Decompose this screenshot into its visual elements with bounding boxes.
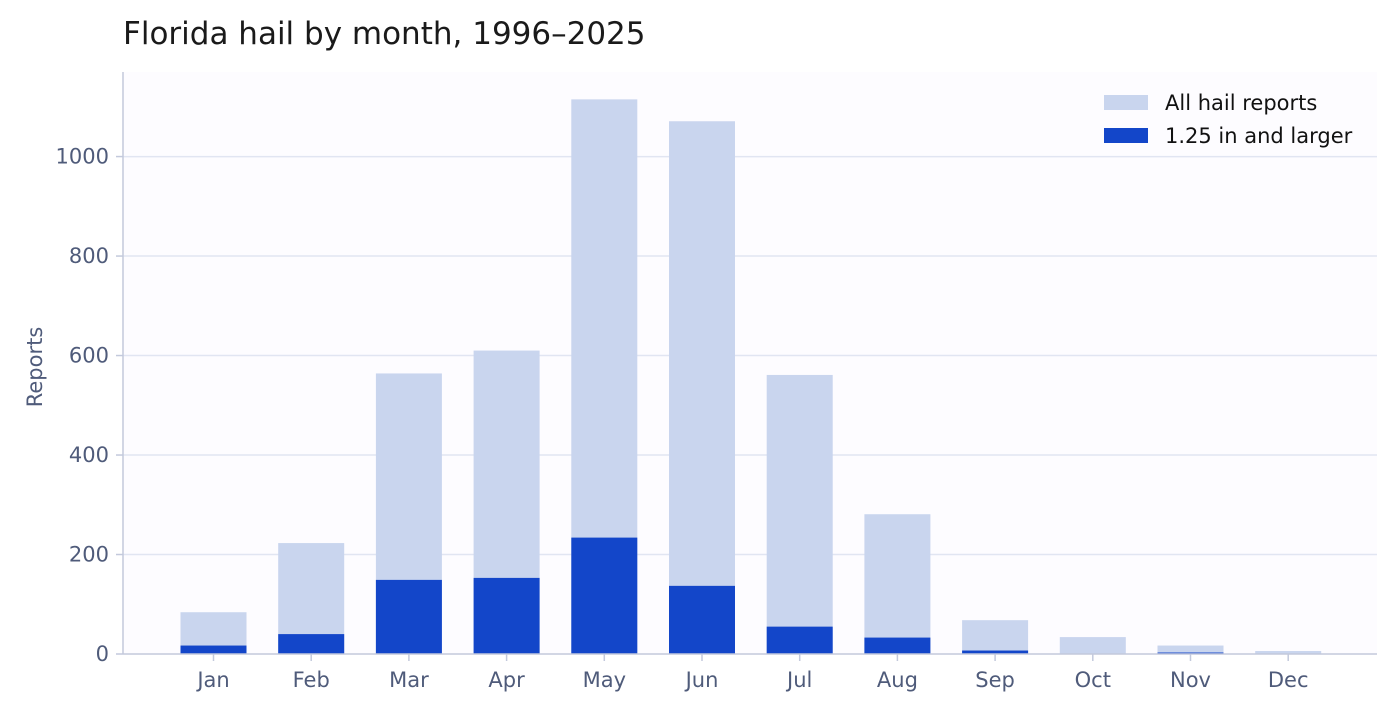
- bar-large-hail: [766, 626, 833, 654]
- bar-all-reports: [1157, 645, 1224, 654]
- y-axis-title: Reports: [23, 327, 47, 408]
- bar-all-reports: [669, 121, 735, 654]
- x-tick-label: Nov: [1170, 668, 1211, 692]
- bar-all-reports: [1059, 637, 1126, 654]
- x-tick-label: Jul: [785, 668, 812, 692]
- bar-large-hail: [278, 634, 345, 654]
- legend-label: 1.25 in and larger: [1165, 124, 1353, 148]
- x-tick-label: Sep: [975, 668, 1015, 692]
- bar-all-reports: [962, 620, 1029, 654]
- bar-large-hail: [962, 650, 1029, 654]
- x-tick-label: Jan: [195, 668, 229, 692]
- y-tick-label: 0: [96, 642, 109, 666]
- x-tick-label: Oct: [1075, 668, 1111, 692]
- x-tick-label: Apr: [488, 668, 525, 692]
- y-tick-label: 400: [69, 443, 109, 467]
- legend-swatch: [1104, 128, 1148, 143]
- x-tick-label: Jun: [684, 668, 719, 692]
- x-tick-label: Mar: [389, 668, 429, 692]
- x-tick-label: Aug: [877, 668, 918, 692]
- legend-swatch: [1104, 95, 1148, 110]
- bar-all-reports: [766, 374, 833, 654]
- y-tick-label: 800: [69, 244, 109, 268]
- x-tick-label: Dec: [1268, 668, 1309, 692]
- bar-all-reports: [864, 514, 931, 654]
- x-tick-label: Feb: [293, 668, 330, 692]
- bar-large-hail: [669, 585, 735, 654]
- legend-label: All hail reports: [1165, 91, 1317, 115]
- bar-large-hail: [180, 645, 247, 654]
- y-tick-label: 200: [69, 543, 109, 567]
- bar-large-hail: [375, 579, 442, 654]
- chart-title: Florida hail by month, 1996–2025: [123, 16, 646, 52]
- bar-all-reports: [1255, 651, 1322, 654]
- bar-large-hail: [571, 537, 638, 654]
- y-tick-label: 600: [69, 344, 109, 368]
- bar-large-hail: [864, 637, 931, 654]
- bar-large-hail: [473, 577, 540, 654]
- y-tick-label: 1000: [56, 145, 109, 169]
- x-tick-label: May: [583, 668, 626, 692]
